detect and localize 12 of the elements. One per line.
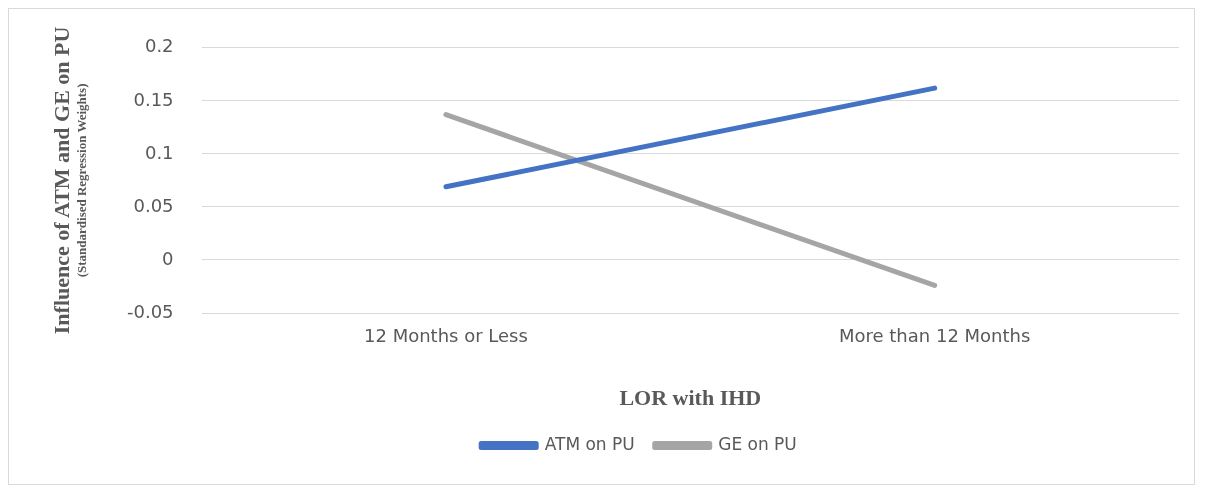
x-tick-label: More than 12 Months (838, 325, 1031, 347)
legend-label: GE on PU (718, 433, 797, 454)
y-axis-title: Influence of ATM and GE on PU (Standardised Regression Weights) (48, 26, 90, 335)
x-tick-label: 12 Months or Less (364, 325, 528, 347)
y-tick-label: 0.1 (144, 141, 174, 163)
y-tick-label: 0 (162, 247, 174, 269)
y-tick-label: 0.15 (133, 88, 174, 110)
y-tick-label: 0.05 (133, 194, 174, 216)
y-tick-label: 0.2 (144, 35, 174, 57)
x-axis-title: LOR with IHD (619, 385, 762, 411)
legend-label: ATM on PU (544, 433, 635, 454)
y-tick-label: -0.05 (127, 300, 174, 322)
